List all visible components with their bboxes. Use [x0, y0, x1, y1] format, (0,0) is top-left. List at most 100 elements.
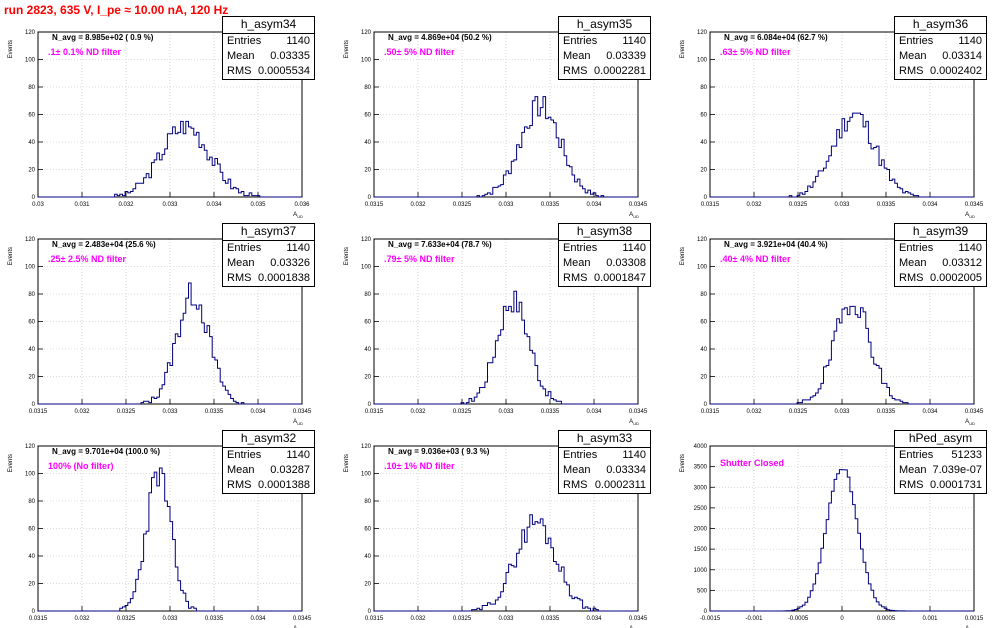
x-tick-label: 0.032	[746, 202, 762, 208]
stats-value-entries: 1140	[286, 242, 310, 254]
y-tick-label: 100	[361, 265, 372, 271]
histogram-plot: -0.0015 -0.001 -0.0005 0 0.0005 0.001 0.0015 0 5…	[680, 444, 984, 628]
x-axis-title: AUD	[629, 419, 639, 426]
x-tick-label: 0.032	[410, 202, 426, 208]
y-tick-label: 40	[28, 140, 35, 146]
stats-label-mean: Mean	[227, 257, 255, 269]
stats-label-rms: RMS	[899, 272, 924, 284]
stats-row-mean: Mean 0.03335	[223, 49, 314, 64]
run-title: run 2823, 635 V, I_pe ≈ 10.00 nA, 120 Hz	[4, 3, 229, 17]
x-tick-label: 0.0325	[453, 202, 472, 208]
stats-box: h_asym38 Entries 1140 Mean 0.03308 RMS 0.00018…	[558, 223, 651, 287]
stats-row-entries: Entries 1140	[223, 241, 314, 256]
y-axis-title: Events	[344, 247, 350, 265]
y-tick-label: 40	[364, 347, 371, 353]
x-tick-label: 0.03	[32, 202, 44, 208]
x-tick-label: 0.033	[162, 202, 178, 208]
y-tick-label: 60	[28, 113, 35, 119]
histogram-name: h_asym34	[223, 17, 314, 34]
stats-row-mean: Mean 0.03312	[895, 256, 986, 271]
x-axis-title: AUD	[629, 212, 639, 219]
x-tick-label: 0.033	[834, 202, 850, 208]
y-tick-label: 60	[28, 527, 35, 533]
stats-box: hPed_asym Entries 51233 Mean 7.039e-07 RMS 0.0…	[894, 430, 987, 494]
x-tick-label: 0.033	[498, 616, 514, 622]
histogram-series	[374, 290, 638, 405]
stats-label-rms: RMS	[899, 479, 924, 491]
y-axis-title: Events	[8, 40, 14, 58]
x-tick-label: 0.032	[118, 202, 134, 208]
x-tick-label: 0.033	[162, 409, 178, 415]
histogram-name: h_asym35	[559, 17, 650, 34]
stats-label-mean: Mean	[563, 50, 591, 62]
stats-value-rms: 0.0002311	[594, 479, 646, 491]
stats-row-entries: Entries 1140	[559, 241, 650, 256]
stats-value-rms: 0.0002005	[930, 272, 982, 284]
stats-row-entries: Entries 1140	[895, 241, 986, 256]
x-tick-label: 0.032	[410, 409, 426, 415]
navg-label: N_avg = 4.869e+04 (50.2 %)	[388, 33, 492, 42]
histogram-name: h_asym38	[559, 224, 650, 241]
y-tick-label: 0	[704, 195, 708, 201]
histogram-panel-h_asym38: 0.0315 0.032 0.0325 0.033 0.0335 0.034 0.0345 0…	[336, 221, 656, 426]
x-tick-label: 0.033	[162, 616, 178, 622]
x-tick-label: 0.0315	[365, 616, 384, 622]
y-tick-label: 20	[364, 168, 371, 174]
x-tick-label: 0.0335	[877, 202, 896, 208]
y-tick-label: 100	[25, 58, 36, 64]
stats-row-rms: RMS 0.0001731	[895, 478, 986, 493]
stats-label-mean: Mean	[563, 464, 591, 476]
stats-label-entries: Entries	[563, 449, 598, 461]
histogram-panel-h_asym39: 0.0315 0.032 0.0325 0.033 0.0335 0.034 0.0345 0…	[672, 221, 992, 426]
histogram-name: h_asym39	[895, 224, 986, 241]
stats-label-entries: Entries	[227, 35, 262, 47]
histogram-plot: 0.0315 0.032 0.0325 0.033 0.0335 0.034 0.0345 0…	[344, 444, 648, 628]
stats-row-mean: Mean 7.039e-07	[895, 463, 986, 478]
x-tick-label: 0.0325	[117, 616, 136, 622]
stats-row-entries: Entries 1140	[559, 34, 650, 49]
stats-value-rms: 0.0001731	[930, 479, 982, 491]
stats-value-entries: 1140	[622, 449, 646, 461]
histogram-panel-h_asym32: 0.0315 0.032 0.0325 0.033 0.0335 0.034 0.0345 0…	[0, 428, 320, 628]
y-tick-label: 100	[361, 58, 372, 64]
y-tick-label: 20	[28, 375, 35, 381]
x-tick-label: 0.0325	[453, 409, 472, 415]
stats-value-mean: 0.03335	[270, 50, 310, 62]
stats-value-entries: 51233	[951, 449, 982, 461]
stats-row-mean: Mean 0.03314	[895, 49, 986, 64]
histogram-name: h_asym33	[559, 431, 650, 448]
x-tick-label: 0.0315	[701, 409, 720, 415]
x-tick-label: 0.0325	[789, 202, 808, 208]
x-tick-label: 0.0005	[877, 616, 896, 622]
stats-row-rms: RMS 0.0002005	[895, 271, 986, 286]
navg-label: N_avg = 2.483e+04 (25.6 %)	[52, 240, 156, 249]
histogram-plot: 0.0315 0.032 0.0325 0.033 0.0335 0.034 0.0345 0…	[344, 237, 648, 426]
x-tick-label: 0.0335	[541, 409, 560, 415]
stats-value-entries: 1140	[958, 35, 982, 47]
stats-box: h_asym37 Entries 1140 Mean 0.03326 RMS 0.00018…	[222, 223, 315, 287]
stats-label-mean: Mean	[899, 464, 927, 476]
x-tick-label: 0.0345	[293, 409, 312, 415]
filter-annotation: .25± 2.5% ND filter	[48, 254, 126, 264]
stats-value-rms: 0.0001847	[594, 272, 646, 284]
y-tick-label: 40	[700, 347, 707, 353]
y-axis-title: Events	[344, 454, 350, 472]
histogram-series	[374, 96, 638, 198]
x-tick-label: 0.0335	[541, 202, 560, 208]
stats-value-entries: 1140	[286, 35, 310, 47]
x-tick-label: 0.034	[586, 409, 602, 415]
histogram-name: h_asym32	[223, 431, 314, 448]
filter-annotation: .40± 4% ND filter	[720, 254, 791, 264]
stats-box: h_asym39 Entries 1140 Mean 0.03312 RMS 0.00020…	[894, 223, 987, 287]
stats-value-entries: 1140	[286, 449, 310, 461]
x-tick-label: 0.0315	[29, 409, 48, 415]
x-tick-label: -0.0005	[788, 616, 809, 622]
x-tick-label: 0.0325	[789, 409, 808, 415]
stats-value-entries: 1140	[622, 242, 646, 254]
y-axis-title: Events	[680, 454, 686, 472]
stats-value-mean: 0.03314	[942, 50, 982, 62]
stats-row-mean: Mean 0.03326	[223, 256, 314, 271]
x-tick-label: 0.001	[922, 616, 938, 622]
x-tick-label: 0.031	[74, 202, 90, 208]
y-tick-label: 80	[28, 499, 35, 505]
